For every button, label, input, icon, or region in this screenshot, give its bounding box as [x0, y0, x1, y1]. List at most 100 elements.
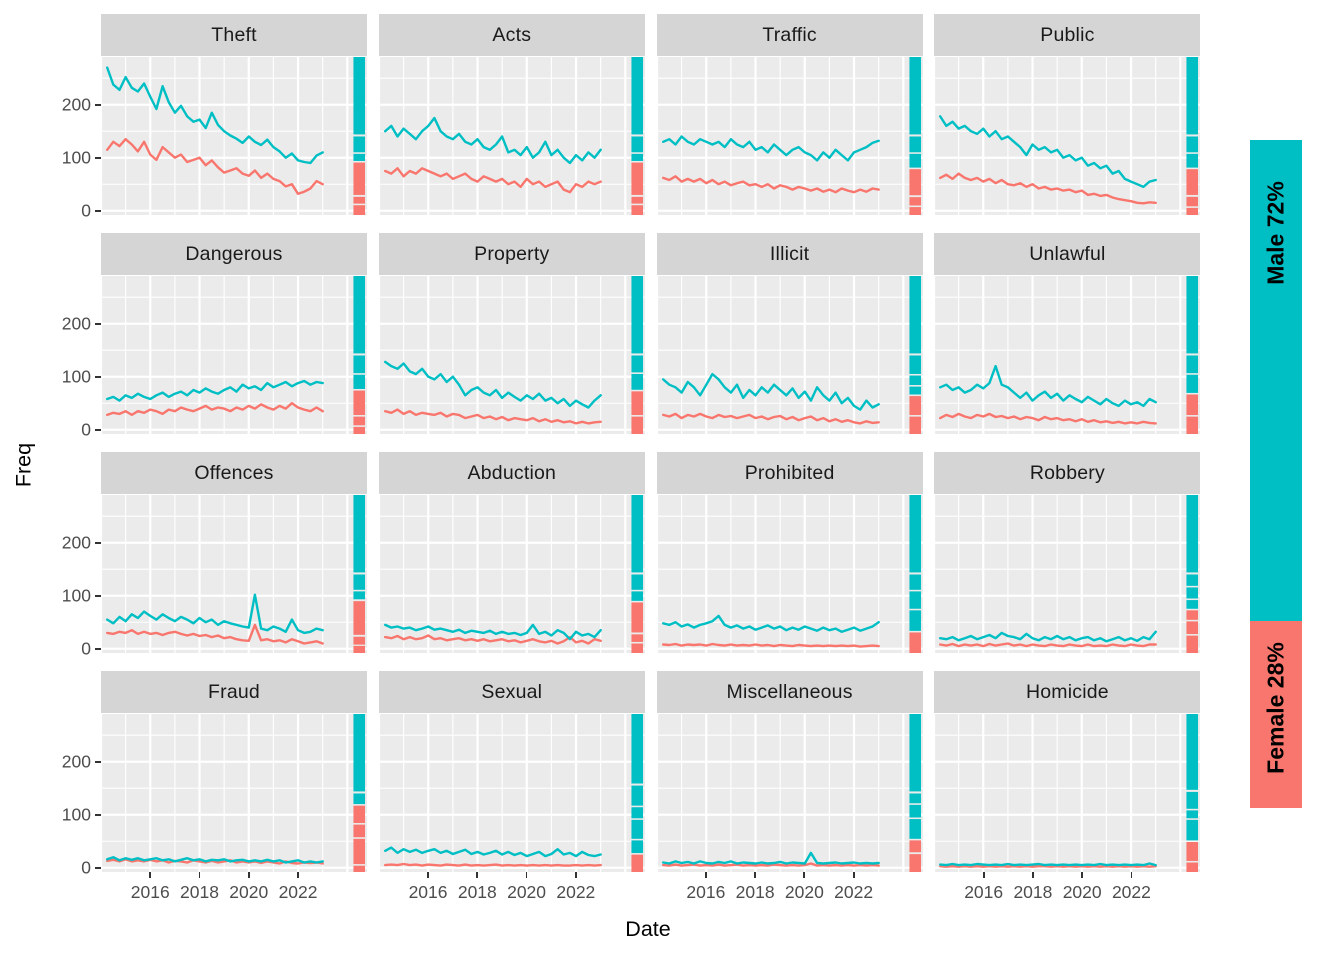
y-tick-mark — [95, 103, 101, 106]
x-tick-mark — [1032, 872, 1034, 878]
x-tick-mark — [247, 872, 250, 878]
x-tick-label: 2020 — [1062, 882, 1102, 902]
ratio-bar-male-segment — [909, 714, 921, 792]
ratio-bar-female-segment — [1186, 394, 1199, 416]
ratio-bar-female-segment — [909, 396, 921, 416]
ratio-bar-male-segment — [631, 785, 643, 806]
facet-title: Abduction — [467, 461, 557, 484]
female-line — [383, 634, 602, 645]
ratio-bar-male-segment — [353, 714, 366, 792]
female-line — [939, 642, 1158, 648]
facet-panel-fraud — [101, 714, 367, 872]
ratio-bar-male-segment — [1186, 791, 1199, 809]
ratio-bar-female-segment — [1186, 169, 1199, 195]
x-tick-label: 2022 — [834, 882, 874, 902]
ratio-bar-female-segment — [353, 162, 366, 195]
facet-title: Acts — [492, 23, 532, 46]
male-line — [661, 135, 880, 162]
ratio-bar-male-segment — [631, 574, 643, 590]
x-tick-mark — [704, 872, 707, 878]
male-line — [939, 630, 1158, 643]
ratio-bar-female-segment — [909, 169, 921, 196]
ratio-bar-female-segment — [909, 632, 921, 653]
facet-panel-acts — [378, 57, 645, 215]
panel-background — [934, 276, 1201, 434]
male-line — [105, 593, 324, 635]
ratio-bar-male-segment — [631, 153, 643, 161]
y-tick-mark — [95, 375, 101, 378]
facet-strip-theft: Theft — [101, 14, 367, 56]
y-tick-label: 0 — [81, 857, 91, 878]
panel-background — [656, 714, 923, 872]
facet-panel-unlawful — [934, 276, 1201, 434]
male-line — [383, 360, 602, 409]
panel-background — [378, 276, 645, 434]
ratio-bar-female-segment — [631, 391, 643, 416]
facet-strip-unlawful: Unlawful — [934, 233, 1201, 275]
y-tick-mark — [95, 813, 101, 816]
x-tick-mark — [476, 872, 479, 878]
ratio-bar-male-segment — [1186, 276, 1199, 354]
y-tick-mark — [95, 866, 101, 869]
facet-title: Miscellaneous — [726, 680, 853, 703]
x-tick-label: 2018 — [457, 882, 497, 902]
facet-panel-public — [934, 57, 1201, 215]
facet-title: Sexual — [481, 680, 543, 703]
ratio-bar-male-segment — [631, 819, 643, 839]
x-tick-label: 2018 — [180, 882, 219, 902]
x-tick-label: 2022 — [556, 882, 596, 902]
ratio-bar-male-segment — [631, 714, 643, 784]
ratio-bar-male-segment — [353, 793, 366, 805]
facet-title: Unlawful — [1029, 242, 1106, 265]
facet-panel-miscellaneous — [656, 714, 923, 872]
legend-male-label: Male 72% — [1262, 181, 1289, 285]
x-tick-mark — [574, 872, 577, 878]
ratio-bar-female-segment — [353, 416, 366, 426]
female-line — [661, 862, 880, 867]
facet-panel-traffic — [656, 57, 923, 215]
facet-panel-property — [378, 276, 645, 434]
facet-panel-illicit — [656, 276, 923, 434]
ratio-bar-male-segment — [631, 495, 643, 573]
ratio-bar-male-segment — [1186, 819, 1199, 841]
facet-title: Property — [474, 242, 550, 265]
x-tick-label: 2020 — [229, 882, 269, 902]
ratio-bar-female-segment — [631, 416, 643, 434]
x-tick-label: 2016 — [130, 882, 170, 902]
ratio-bar-female-segment — [909, 207, 921, 215]
male-line — [661, 372, 880, 411]
male-line — [105, 379, 324, 402]
facet-title: Robbery — [1029, 461, 1105, 484]
facet-title: Illicit — [769, 242, 810, 265]
x-tick-mark — [297, 872, 299, 878]
panel-background — [656, 276, 923, 434]
ratio-bar-male-segment — [909, 495, 921, 573]
y-tick-label: 0 — [81, 638, 91, 659]
facet-title: Offences — [194, 461, 274, 484]
ratio-bar-female-segment — [909, 854, 921, 872]
male-line — [383, 846, 602, 858]
ratio-bar-male-segment — [1186, 136, 1199, 153]
male-line — [383, 623, 602, 641]
y-axis-title: Freq — [11, 442, 36, 488]
facet-title: Fraud — [208, 680, 260, 703]
y-tick-mark — [95, 760, 101, 763]
panel-background — [378, 714, 645, 872]
panel-background — [101, 714, 367, 872]
y-tick-label: 100 — [61, 804, 91, 825]
ratio-bar-female-segment — [1186, 841, 1199, 861]
y-tick-label: 200 — [61, 532, 91, 553]
y-tick-label: 200 — [61, 313, 91, 334]
x-tick-label: 2020 — [784, 882, 824, 902]
ratio-bar-male-segment — [909, 386, 921, 395]
facet-strip-illicit: Illicit — [656, 233, 923, 275]
ratio-bar-female-segment — [631, 162, 643, 195]
facet-panel-homicide — [934, 714, 1201, 872]
ratio-bar-male-segment — [353, 374, 366, 389]
ratio-bar-female-segment — [353, 601, 366, 635]
panel-background — [101, 495, 367, 653]
facet-title: Homicide — [1025, 680, 1109, 703]
x-tick-mark — [525, 872, 528, 878]
facet-panel-offences — [101, 495, 367, 653]
ratio-bar-female-segment — [631, 602, 643, 633]
